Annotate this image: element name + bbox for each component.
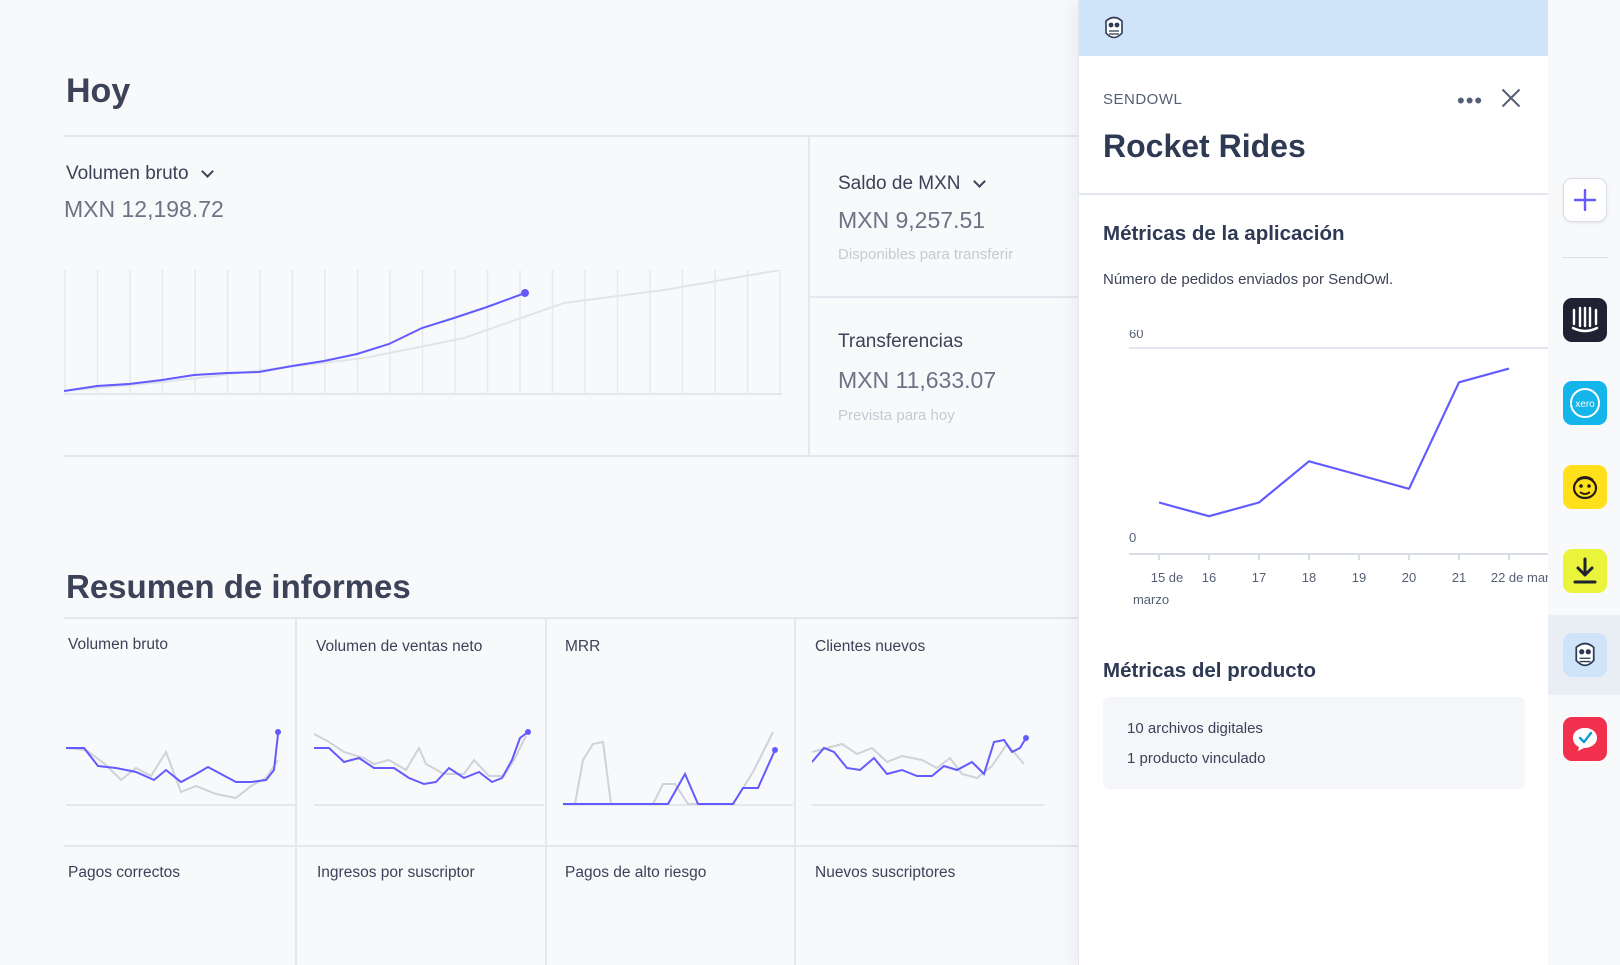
orders-series-line [1158,367,1510,518]
divider [794,619,796,965]
panel-header-bar [1079,0,1549,56]
x-tick-label: 19 [1352,570,1366,585]
app-panel: SENDOWL ••• Rocket Rides Métricas de la … [1078,0,1549,965]
x-tick-label: 18 [1302,570,1316,585]
x-tick-label: marzo [1133,592,1169,607]
x-tick-label: 16 [1202,570,1216,585]
tile-high-risk-payments[interactable]: Pagos de alto riesgo [565,864,707,881]
divider [64,455,1080,457]
product-metric-files: 10 archivos digitales [1127,720,1263,737]
gross-volume-current-point [521,289,529,297]
x-tick-label: 15 de [1151,570,1184,585]
tile-mrr[interactable]: MRR [565,638,601,655]
gross-volume-previous-line [64,270,781,392]
panel-title: Rocket Rides [1103,128,1306,164]
app-metrics-desc: Número de pedidos enviados por SendOwl. [1103,271,1394,288]
svg-text:xero: xero [1575,399,1595,410]
divider [1562,257,1608,258]
divider [545,619,547,965]
balance-value: MXN 9,257.51 [838,207,986,233]
x-tick-label: 21 [1452,570,1466,585]
app-rail: xero [1548,0,1620,965]
divider [295,619,297,965]
dashboard: Hoy Volumen bruto MXN 12,198.72 Saldo de… [64,72,1080,965]
feedback-app-button[interactable] [1563,717,1607,761]
chevron-down-icon [972,175,986,188]
orders-chart: 60 0 15 de marzo 16 17 18 19 20 21 22 de marzo [1129,330,1549,607]
close-icon[interactable] [1499,85,1523,109]
mailchimp-app-button[interactable] [1563,465,1607,509]
tile-revenue-per-subscriber[interactable]: Ingresos por suscriptor [317,864,475,881]
gross-volume-current-line [64,292,526,392]
sparkline-net-volume [314,729,544,806]
gross-volume-value: MXN 12,198.72 [64,196,224,222]
x-tick-label: 17 [1252,570,1266,585]
app-metrics-title: Métricas de la aplicación [1103,222,1345,245]
x-tick-label: 22 de marzo [1491,570,1549,585]
add-app-button[interactable] [1563,178,1607,222]
x-tick-label: 20 [1402,570,1416,585]
tile-new-subscribers[interactable]: Nuevos suscriptores [815,864,956,881]
gross-volume-label: Volumen bruto [66,163,189,184]
xero-app-button[interactable]: xero [1563,381,1607,425]
gross-volume-dropdown[interactable]: Volumen bruto [66,163,214,185]
divider [808,135,810,455]
tile-new-customers[interactable]: Clientes nuevos [815,638,926,655]
y-tick-label: 60 [1129,330,1143,341]
divider [1079,193,1549,195]
chat-check-icon [1573,728,1597,751]
sendowl-icon [1575,642,1595,667]
reports-title: Resumen de informes [66,568,411,605]
gross-volume-chart [64,270,782,395]
sendowl-icon [1105,16,1123,39]
xero-icon: xero [1570,388,1600,418]
balance-label: Saldo de MXN [838,173,961,194]
sparkline-new-customers [812,735,1044,806]
chevron-down-icon [200,165,214,178]
intercom-app-button[interactable] [1563,298,1607,342]
sendowl-app-button[interactable] [1563,633,1607,677]
payouts-value: MXN 11,633.07 [838,367,997,393]
sparkline-mrr [563,731,793,806]
y-tick-label: 0 [1129,530,1136,545]
intercom-icon [1571,306,1599,333]
divider [64,135,1080,137]
balance-dropdown[interactable]: Saldo de MXN [838,173,986,195]
tile-net-volume[interactable]: Volumen de ventas neto [316,638,483,655]
payouts-label[interactable]: Transferencias [838,331,963,352]
tile-successful-payments[interactable]: Pagos correctos [68,864,180,881]
page-title: Hoy [66,72,131,110]
product-metrics-title: Métricas del producto [1103,659,1317,682]
more-options-icon[interactable]: ••• [1457,88,1484,113]
tile-gross-volume[interactable]: Volumen bruto [68,636,168,653]
product-metric-linked: 1 producto vinculado [1127,750,1266,767]
download-app-button[interactable] [1563,549,1607,593]
download-icon [1573,557,1597,584]
app-brand: SENDOWL [1103,91,1183,108]
add-icon [1574,189,1596,211]
balance-note: Disponibles para transferir [838,246,1014,263]
product-metrics-card: 10 archivos digitales 1 producto vincula… [1103,697,1525,789]
sparkline-gross-volume [66,729,296,806]
divider [810,296,1080,298]
divider [64,845,1080,847]
mailchimp-icon [1572,476,1598,500]
payouts-note: Prevista para hoy [838,407,955,424]
divider [64,617,1080,619]
